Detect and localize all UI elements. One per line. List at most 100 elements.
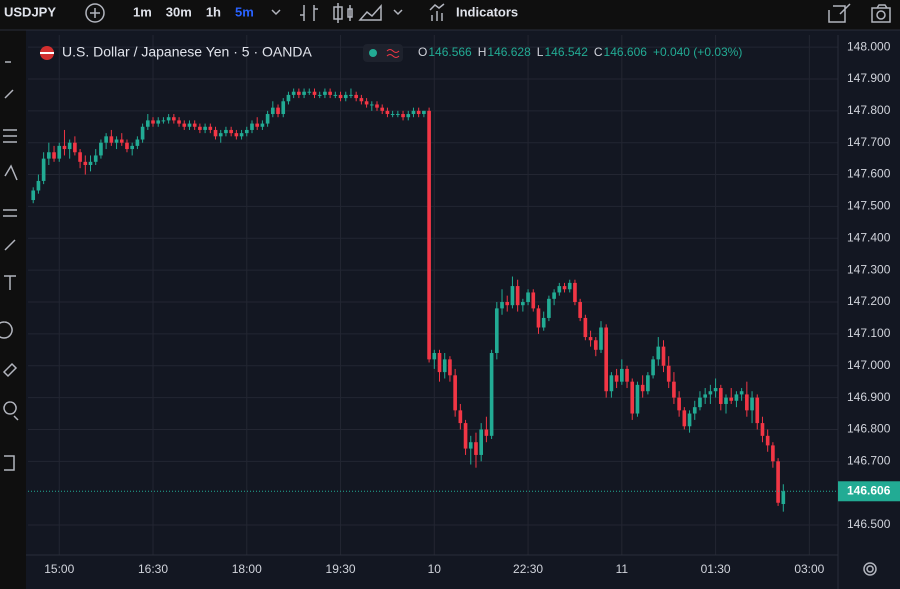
candle-body bbox=[93, 155, 98, 162]
candle-body bbox=[578, 302, 582, 318]
candle-body bbox=[213, 129, 218, 137]
y-tick-label: 146.700 bbox=[847, 453, 891, 467]
settings[interactable] bbox=[863, 562, 877, 576]
add-symbol[interactable] bbox=[85, 3, 105, 23]
interval-button[interactable]: 1h bbox=[206, 4, 221, 19]
candle-body bbox=[599, 327, 603, 350]
candle-body bbox=[401, 114, 405, 118]
snapshot[interactable] bbox=[828, 3, 851, 23]
candle-body bbox=[416, 110, 421, 115]
candle-body bbox=[729, 397, 734, 401]
candle-body bbox=[442, 359, 447, 373]
candle-body bbox=[588, 337, 593, 341]
candle-body bbox=[422, 110, 426, 115]
candle-body bbox=[448, 359, 452, 376]
left-toolbar bbox=[0, 30, 26, 589]
grid bbox=[28, 35, 838, 555]
candle-body bbox=[640, 384, 645, 392]
candle-body bbox=[651, 359, 655, 376]
candle-body bbox=[203, 126, 207, 130]
symbol[interactable]: USDJPY bbox=[4, 4, 56, 19]
candle-body bbox=[698, 397, 702, 408]
candle-body bbox=[281, 101, 286, 115]
candle-body bbox=[265, 114, 270, 124]
candle-body bbox=[635, 384, 640, 414]
candle-body bbox=[406, 114, 411, 118]
x-tick-label: 03:00 bbox=[794, 562, 824, 576]
candle-body bbox=[776, 461, 780, 503]
candle-body bbox=[614, 375, 619, 382]
candle-body bbox=[682, 410, 687, 427]
candle-body bbox=[562, 286, 567, 290]
candle-body bbox=[390, 114, 395, 116]
candle-body bbox=[625, 368, 629, 382]
candle-body bbox=[291, 91, 296, 95]
x-tick-label: 16:30 bbox=[138, 562, 168, 576]
candle-body bbox=[187, 123, 192, 127]
area-style[interactable] bbox=[358, 4, 382, 21]
drawing-tools[interactable] bbox=[0, 61, 19, 471]
ohlc-label: C bbox=[594, 45, 603, 59]
ohlc-value: 146.628 bbox=[487, 45, 531, 59]
y-tick-label: 147.300 bbox=[847, 262, 891, 276]
candle-body bbox=[620, 368, 624, 382]
y-tick-label: 148.000 bbox=[847, 39, 891, 53]
ohlc-value: 146.606 bbox=[604, 45, 648, 59]
interval-button[interactable]: 1m bbox=[133, 4, 152, 19]
candle-body bbox=[463, 423, 468, 449]
candle-body bbox=[244, 129, 249, 134]
ohlc-label: O bbox=[418, 45, 427, 59]
interval-menu[interactable] bbox=[271, 9, 281, 16]
candle-body bbox=[114, 139, 119, 143]
candle-body bbox=[630, 381, 635, 414]
candle-body bbox=[573, 282, 577, 303]
candle-body bbox=[286, 94, 291, 102]
style-menu[interactable] bbox=[393, 9, 403, 16]
candle-body bbox=[494, 308, 499, 353]
ohlc-legend: O 146.566 H 146.628 L 146.542 C 146.606 +0.040 (… bbox=[418, 45, 742, 59]
intervals: 1m 30m 1h 5m bbox=[133, 4, 254, 19]
interval-button[interactable]: 5m bbox=[235, 4, 254, 19]
candle-body bbox=[474, 442, 478, 455]
candle-body bbox=[234, 133, 239, 137]
indicators-button[interactable]: Indicators bbox=[456, 4, 518, 19]
candle-body bbox=[271, 107, 275, 115]
last-price-box bbox=[838, 481, 900, 502]
candle-body bbox=[338, 94, 343, 99]
candle-body bbox=[224, 129, 228, 134]
bar-style[interactable] bbox=[300, 5, 318, 21]
candle-body bbox=[99, 142, 103, 156]
candle-body bbox=[458, 410, 463, 424]
x-tick-label: 11 bbox=[616, 562, 629, 576]
candle-body bbox=[437, 352, 442, 373]
candle-body bbox=[307, 91, 312, 93]
y-tick-label: 147.800 bbox=[847, 103, 891, 117]
candle-body bbox=[229, 129, 233, 134]
candle-body bbox=[239, 133, 244, 137]
candle-body bbox=[771, 445, 775, 462]
candle-body bbox=[666, 365, 671, 382]
candle-body bbox=[359, 98, 364, 102]
add-symbol-icon bbox=[90, 8, 100, 18]
market-status[interactable] bbox=[363, 44, 403, 62]
camera-lens bbox=[876, 10, 886, 20]
y-tick-label: 146.800 bbox=[847, 422, 891, 436]
ohlc-label: L bbox=[537, 45, 544, 59]
candle-body bbox=[687, 413, 692, 427]
candle-body bbox=[140, 126, 145, 140]
ohlc-value: 146.542 bbox=[544, 45, 588, 59]
candle-body bbox=[567, 282, 572, 290]
candle-body bbox=[364, 101, 369, 105]
candle-body bbox=[547, 298, 551, 318]
interval-button[interactable]: 30m bbox=[166, 4, 192, 19]
candle-style[interactable] bbox=[333, 3, 353, 23]
x-tick-label: 01:30 bbox=[701, 562, 731, 576]
candle-body bbox=[583, 317, 588, 338]
y-tick-label: 147.900 bbox=[847, 71, 891, 85]
candle-body bbox=[333, 94, 338, 96]
camera[interactable] bbox=[871, 4, 891, 23]
candle-body bbox=[453, 375, 457, 411]
y-tick-label: 147.500 bbox=[847, 199, 891, 213]
candle-body bbox=[166, 117, 171, 121]
